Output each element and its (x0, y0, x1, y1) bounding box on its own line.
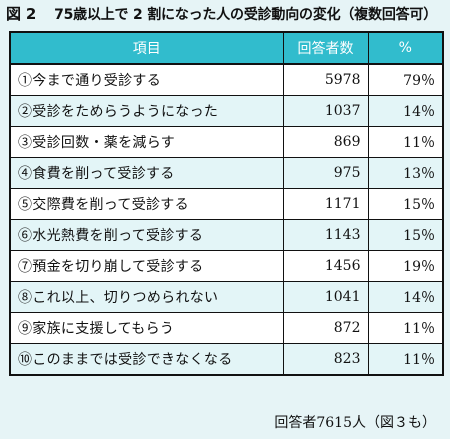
row-item: ⑥水光熱費を削って受診する (9, 219, 284, 251)
row-count: 872 (282, 312, 369, 344)
row-count: 1143 (282, 219, 369, 251)
row-item: ⑦預金を切り崩して受診する (9, 250, 284, 282)
row-item: ④食費を削って受診する (9, 157, 284, 189)
row-percent: 14％ (367, 95, 444, 127)
row-percent: 15％ (367, 219, 444, 251)
row-percent: 11％ (367, 312, 444, 344)
row-percent: 14％ (367, 281, 444, 313)
table-row: ⑨家族に支援してもらう 872 11％ (9, 312, 444, 344)
table-row: ⑥水光熱費を削って受診する 1143 15％ (9, 219, 444, 251)
row-percent: 13％ (367, 157, 444, 189)
figure-title: 図 2 75歳以上で 2 割になった人の受診動向の変化（複数回答可） (6, 2, 437, 26)
row-count: 1041 (282, 281, 369, 313)
table-row: ①今まで通り受診する 5978 79％ (9, 63, 444, 96)
figure-title-text: 75歳以上で 2 割になった人の受診動向の変化（複数回答可） (54, 7, 438, 23)
table-header-row: 項目 回答者数 % (9, 31, 444, 65)
row-count: 1037 (282, 95, 369, 127)
table-row: ④食費を削って受診する 975 13％ (9, 157, 444, 189)
respondent-count-note: 回答者7615人（図３も） (274, 415, 436, 431)
table-row: ⑩このままでは受診できなくなる 823 11％ (9, 343, 444, 376)
table-row: ⑤交際費を削って受診する 1171 15％ (9, 188, 444, 220)
row-percent: 19％ (367, 250, 444, 282)
row-percent: 79％ (367, 63, 444, 96)
figure-number: 図 2 (6, 5, 37, 23)
row-item: ②受診をためらうようになった (9, 95, 284, 127)
table-row: ⑦預金を切り崩して受診する 1456 19％ (9, 250, 444, 282)
header-item: 項目 (9, 31, 284, 65)
row-item: ③受診回数・薬を減らす (9, 126, 284, 158)
row-percent: 11％ (367, 343, 444, 376)
row-percent: 15％ (367, 188, 444, 220)
header-count: 回答者数 (282, 31, 369, 65)
row-item: ⑨家族に支援してもらう (9, 312, 284, 344)
row-count: 1171 (282, 188, 369, 220)
row-item: ⑤交際費を削って受診する (9, 188, 284, 220)
row-count: 823 (282, 343, 369, 376)
header-percent: % (367, 31, 444, 65)
row-item: ⑧これ以上、切りつめられない (9, 281, 284, 313)
table-row: ②受診をためらうようになった 1037 14％ (9, 95, 444, 127)
table-row: ③受診回数・薬を減らす 869 11％ (9, 126, 444, 158)
row-count: 975 (282, 157, 369, 189)
row-percent: 11％ (367, 126, 444, 158)
results-table: 項目 回答者数 % ①今まで通り受診する 5978 79％ ②受診をためらうよう… (9, 31, 444, 376)
table-row: ⑧これ以上、切りつめられない 1041 14％ (9, 281, 444, 313)
row-item: ①今まで通り受診する (9, 63, 284, 96)
row-item: ⑩このままでは受診できなくなる (9, 343, 284, 376)
row-count: 1456 (282, 250, 369, 282)
row-count: 869 (282, 126, 369, 158)
row-count: 5978 (282, 63, 369, 96)
